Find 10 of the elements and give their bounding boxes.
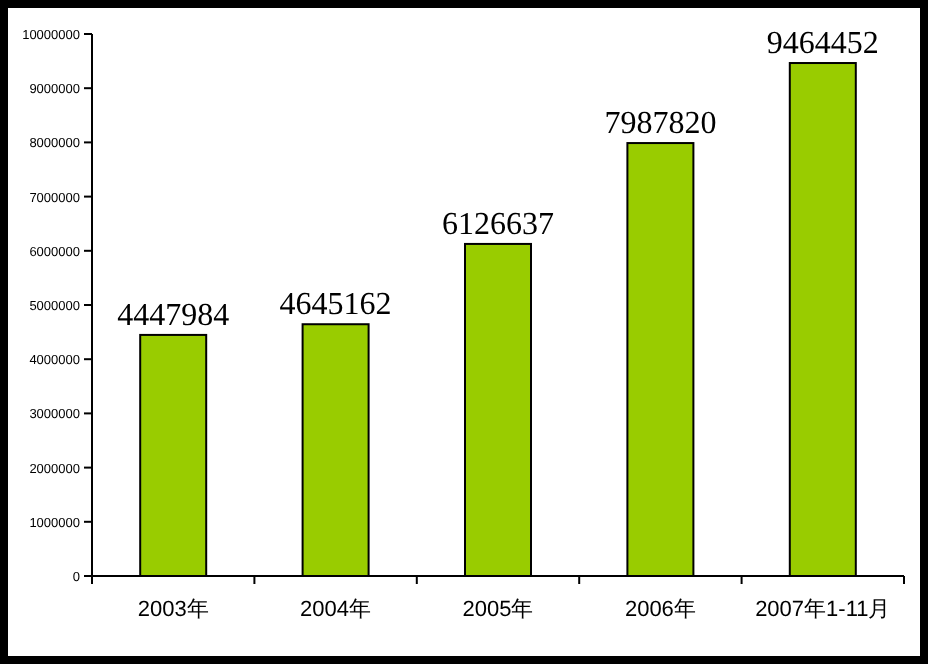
data-label: 4447984	[117, 298, 230, 333]
data-label: 9464452	[766, 27, 879, 62]
x-tick-label: 2004年	[300, 598, 372, 622]
data-label: 7987820	[604, 107, 717, 142]
data-label: 6126637	[442, 207, 554, 242]
x-tick-label: 2003年	[137, 598, 209, 622]
x-tick-label: 2007年1-11月	[755, 598, 891, 622]
data-label: 4645162	[279, 288, 392, 323]
x-tick-label: 2005年	[462, 598, 534, 622]
x-tick-label: 2006年	[624, 598, 696, 622]
